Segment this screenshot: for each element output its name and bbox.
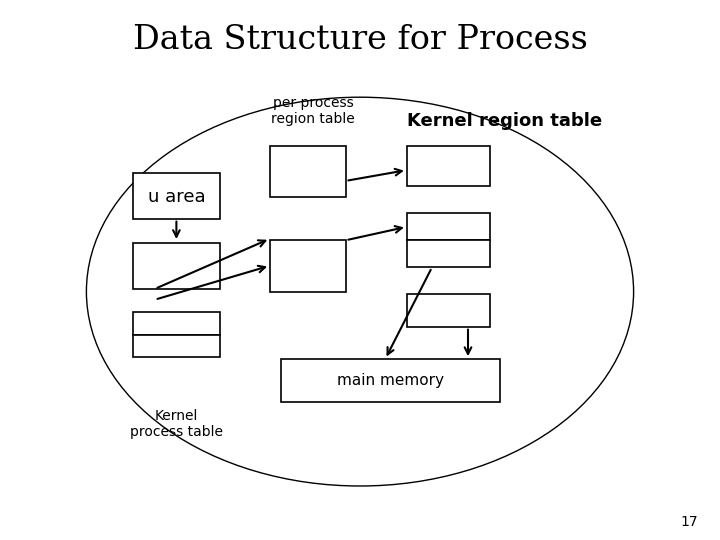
Bar — [281, 359, 500, 402]
Text: main memory: main memory — [338, 373, 444, 388]
Bar — [133, 243, 220, 289]
Bar — [407, 146, 490, 186]
Text: Kernel
process table: Kernel process table — [130, 409, 223, 439]
Text: u area: u area — [148, 188, 205, 206]
Bar — [407, 294, 490, 327]
Bar — [270, 240, 346, 292]
Text: Kernel region table: Kernel region table — [407, 112, 602, 131]
Bar — [407, 213, 490, 240]
Bar — [133, 335, 220, 357]
Text: Data Structure for Process: Data Structure for Process — [132, 24, 588, 56]
Bar — [270, 146, 346, 197]
Bar — [133, 173, 220, 219]
Bar — [407, 240, 490, 267]
Text: 17: 17 — [681, 515, 698, 529]
Text: per process
region table: per process region table — [271, 96, 355, 126]
Bar — [133, 312, 220, 335]
